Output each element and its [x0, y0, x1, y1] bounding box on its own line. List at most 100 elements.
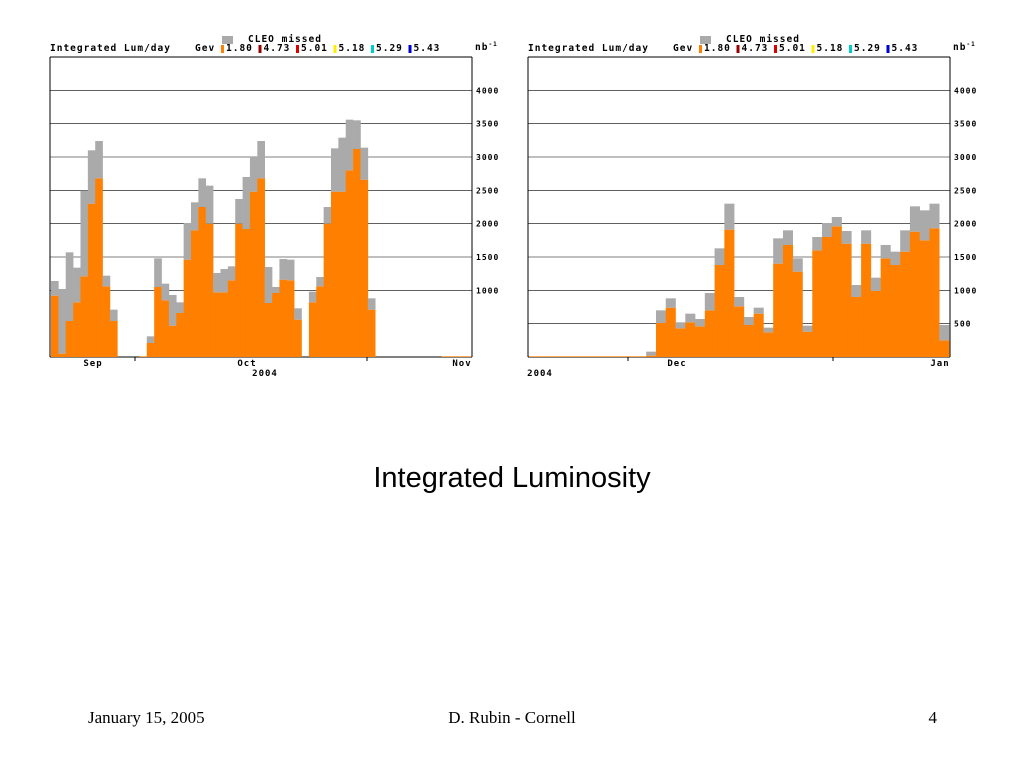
footer-date: January 15, 2005	[88, 708, 205, 727]
bar-180-25	[235, 223, 243, 357]
bar-missed-40	[345, 119, 354, 171]
bar-missed-17	[695, 319, 706, 327]
bar-180-23	[753, 313, 764, 357]
bar-missed-38	[900, 230, 911, 252]
missed-legend-swatch	[700, 36, 711, 44]
legend-energy-5-43: 5.43	[414, 43, 441, 54]
bar-180-13	[146, 343, 155, 357]
bar-missed-1	[58, 289, 67, 354]
y-tick-label-2500: 2500	[954, 186, 977, 195]
bar-missed-22	[213, 273, 221, 293]
bar-180-8	[109, 321, 118, 357]
bar-missed-30	[822, 223, 833, 237]
bar-missed-19	[714, 248, 725, 265]
unit-label: nb-1	[475, 41, 498, 53]
bar-missed-27	[249, 157, 258, 192]
bar-180-17	[695, 326, 706, 357]
bar-180-30	[822, 237, 833, 357]
bar-180-5	[87, 203, 96, 357]
bar-missed-18	[183, 223, 192, 260]
bar-180-42	[939, 340, 950, 357]
bar-180-14	[665, 307, 676, 357]
bar-missed-23	[753, 307, 764, 314]
bar-missed-41	[929, 203, 940, 229]
bar-missed-31	[279, 259, 288, 280]
chart-2: CLEO missed Integrated Lum/day Gev 1.80 4.73…	[527, 34, 977, 379]
bar-missed-26	[242, 177, 251, 229]
bar-180-53	[441, 356, 450, 357]
bar-180-21	[205, 223, 214, 357]
chart-title: Integrated Lum/day	[50, 43, 171, 54]
missed-legend-swatch	[222, 36, 233, 44]
legend-energy-5-29: 5.29	[854, 43, 881, 54]
month-label-nov: Nov	[452, 359, 471, 369]
bar-180-32	[286, 280, 295, 357]
bar-180-24	[763, 332, 774, 357]
bar-180-29	[264, 303, 273, 357]
bar-180-24	[227, 280, 236, 357]
bar-180-56	[463, 356, 472, 357]
bar-missed-33	[851, 285, 862, 297]
bar-missed-40	[919, 210, 930, 241]
chart-1: CLEO missed Integrated Lum/day Gev 1.80 4.73…	[49, 34, 498, 379]
bar-missed-28	[802, 325, 813, 332]
bar-180-22	[743, 325, 754, 357]
legend-swatch-5-43	[408, 45, 412, 53]
bar-180-6	[95, 178, 103, 357]
bar-missed-20	[724, 203, 735, 230]
bar-180-39	[909, 231, 920, 357]
legend-energy-5-18: 5.18	[817, 43, 844, 54]
legend-swatch-5-01	[774, 45, 777, 53]
bar-missed-34	[861, 230, 872, 244]
bar-180-16	[685, 322, 696, 357]
legend-label-gev: Gev	[195, 43, 215, 54]
bar-180-36	[316, 286, 324, 357]
bar-180-8	[607, 356, 618, 357]
bar-180-6	[587, 356, 598, 357]
bar-missed-16	[685, 313, 696, 323]
bar-180-27	[792, 271, 803, 357]
month-label-oct: Oct	[237, 359, 256, 369]
bar-180-35	[870, 291, 881, 357]
bar-180-19	[191, 230, 199, 357]
bar-180-5	[577, 356, 588, 357]
bar-missed-4	[80, 190, 89, 277]
bar-missed-38	[331, 148, 339, 192]
bar-180-28	[257, 178, 265, 357]
legend-energy-1-80: 1.80	[226, 43, 253, 54]
bar-180-28	[802, 331, 813, 357]
legend-energy-5-18: 5.18	[339, 43, 366, 54]
bar-180-0	[51, 295, 59, 357]
bar-180-33	[294, 319, 302, 357]
y-tick-label-500: 500	[954, 320, 971, 329]
bar-missed-19	[191, 202, 199, 231]
y-tick-label-3500: 3500	[954, 120, 977, 129]
bar-180-33	[851, 297, 862, 357]
bar-missed-30	[272, 287, 280, 293]
bar-missed-15	[675, 322, 686, 329]
bar-180-7	[597, 356, 608, 357]
bar-missed-3	[73, 267, 81, 303]
legend-energy-5-01: 5.01	[301, 43, 328, 54]
bar-missed-25	[773, 238, 784, 264]
bar-missed-37	[323, 207, 332, 224]
bar-180-20	[198, 207, 207, 357]
bar-missed-41	[353, 120, 361, 149]
bar-missed-17	[176, 302, 184, 313]
legend-swatch-1-80	[221, 45, 224, 53]
y-tick-label-1500: 1500	[954, 253, 977, 262]
legend-energy-4-73: 4.73	[264, 43, 291, 54]
bar-180-34	[861, 243, 872, 357]
month-label-dec: Dec	[667, 359, 686, 369]
month-label-sep: Sep	[83, 359, 102, 369]
legend-swatch-1-80	[699, 45, 702, 53]
legend-label-gev: Gev	[673, 43, 693, 54]
bar-180-41	[353, 149, 361, 357]
bar-180-37	[323, 223, 332, 357]
bar-180-15	[675, 328, 686, 357]
bar-180-39	[338, 191, 347, 357]
bar-180-19	[714, 265, 725, 357]
bar-missed-32	[841, 231, 852, 244]
missed-legend-label: CLEO missed	[726, 34, 800, 45]
bar-180-29	[812, 250, 823, 357]
